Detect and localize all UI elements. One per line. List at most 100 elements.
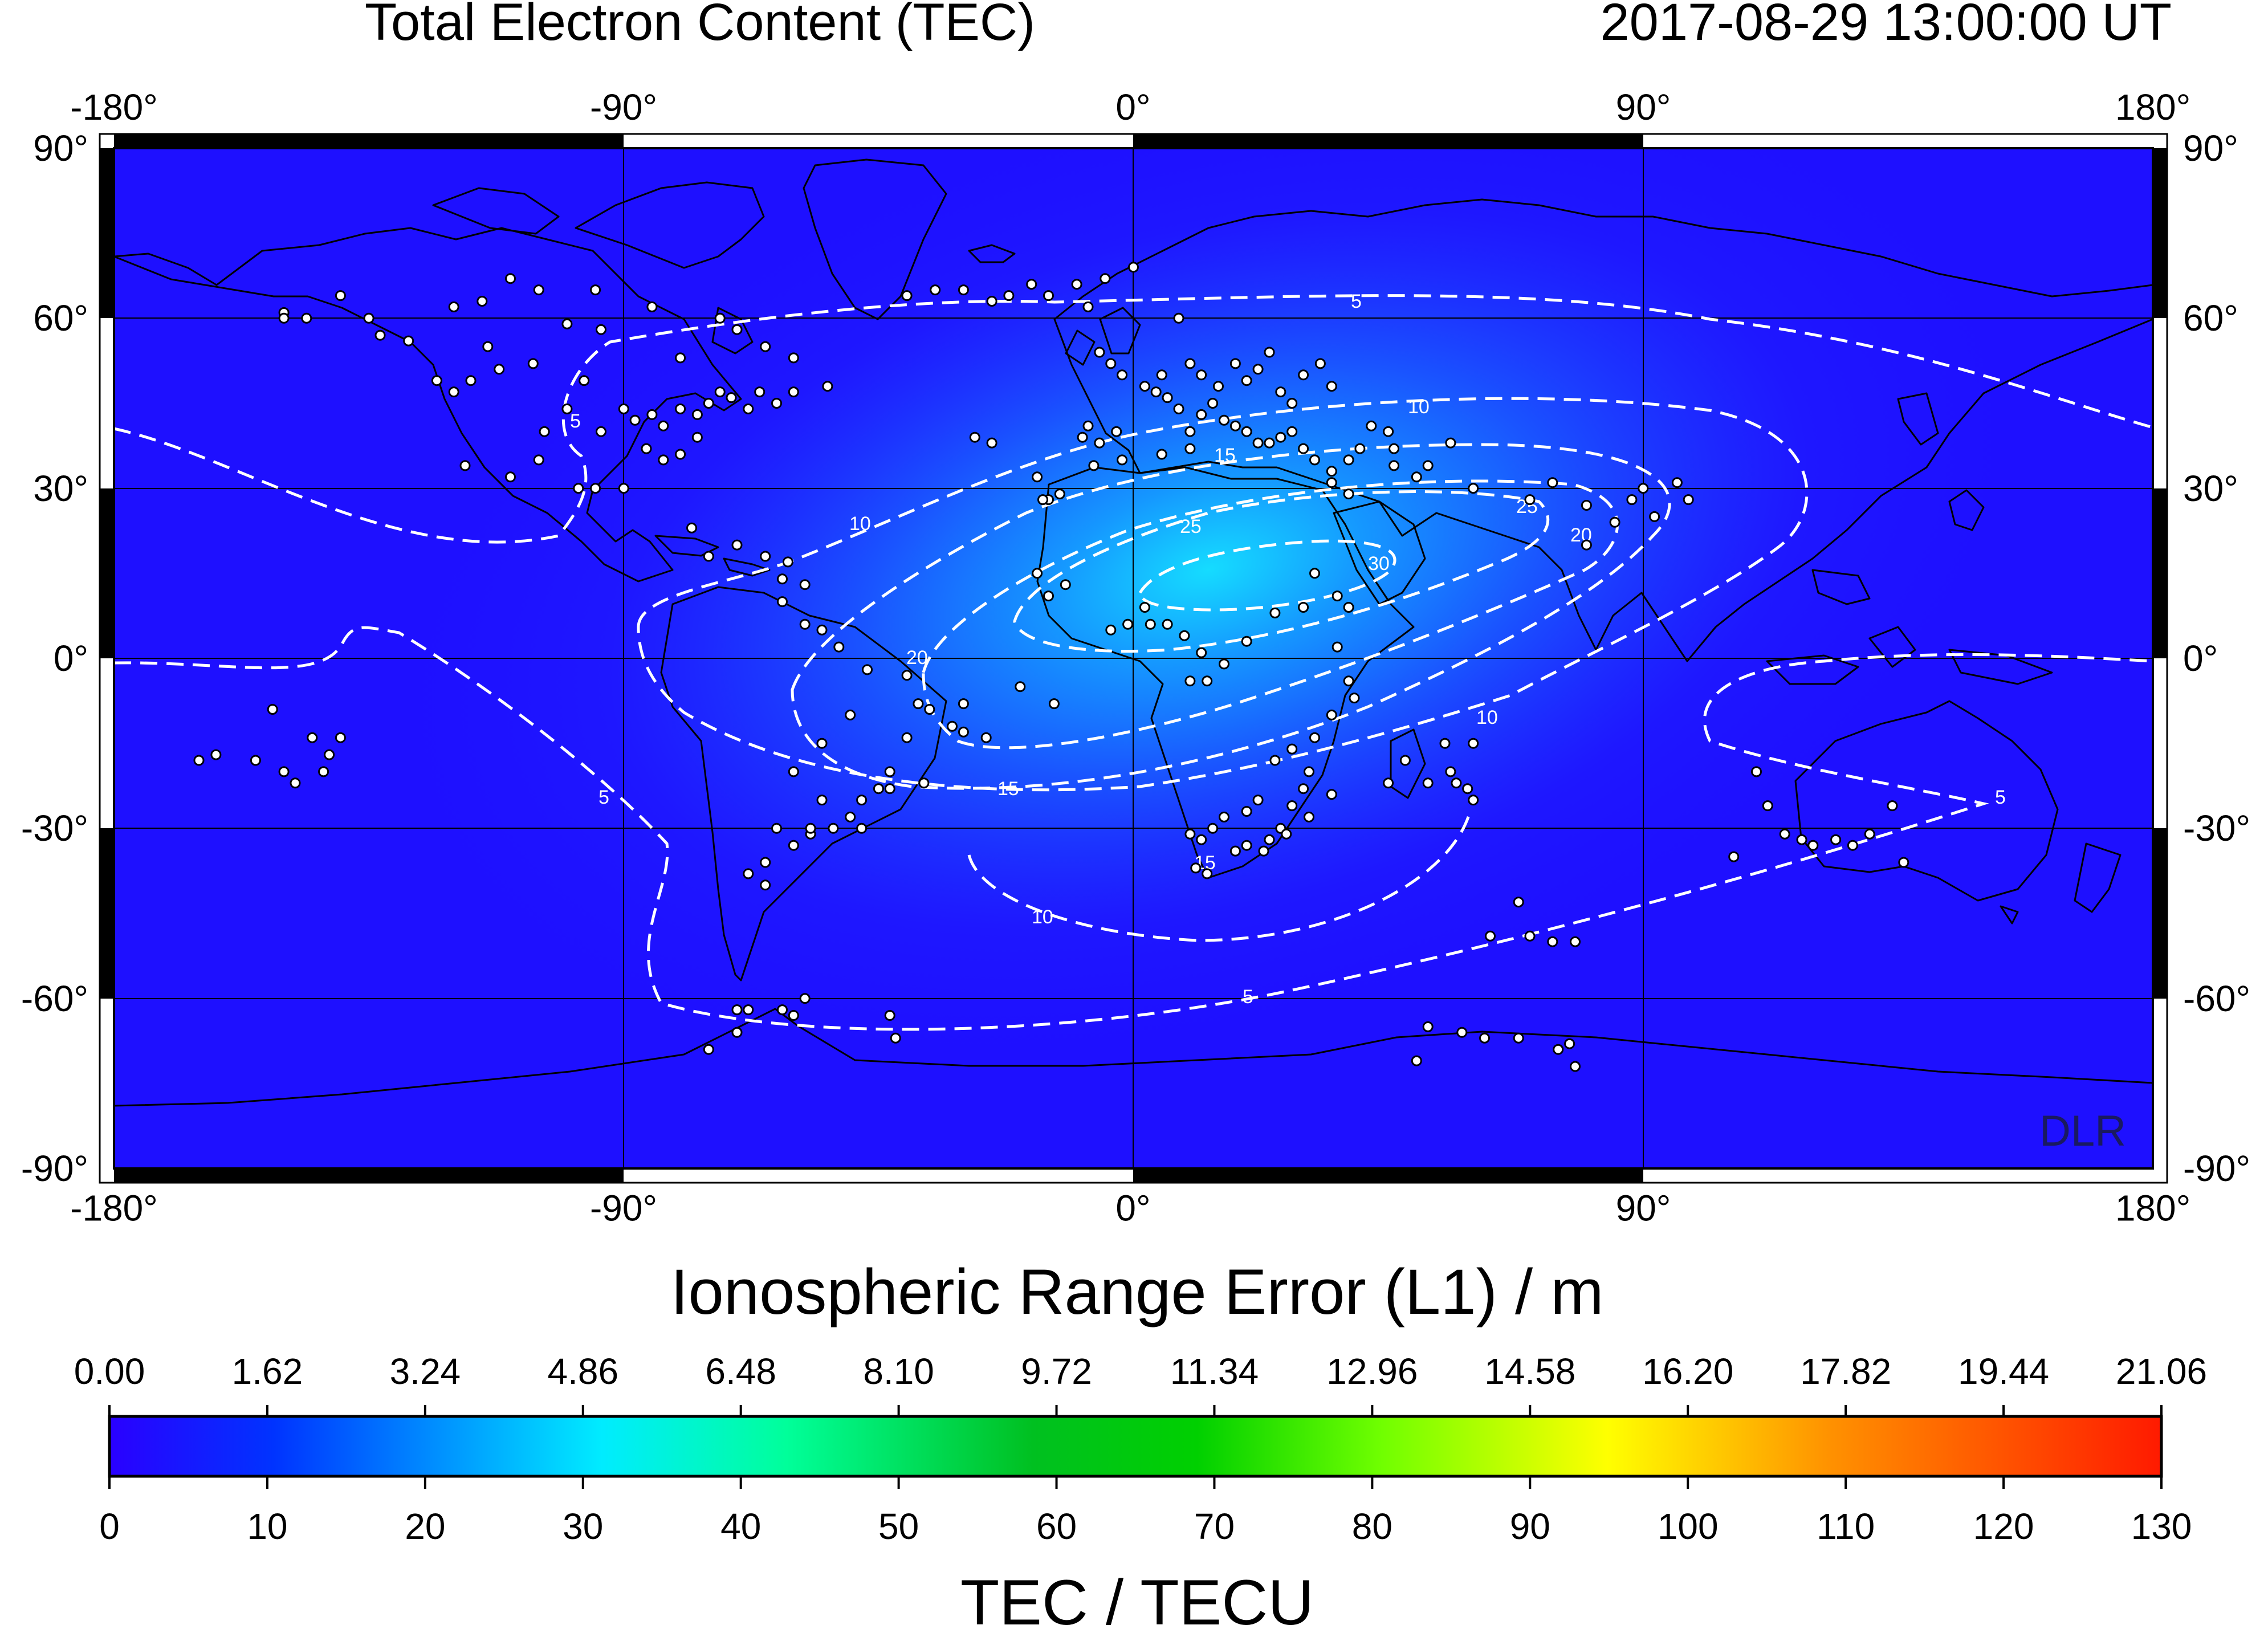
gnss-station xyxy=(318,766,329,777)
lat-tick: -90° xyxy=(21,1148,88,1189)
gnss-station xyxy=(1564,1038,1575,1049)
gnss-station xyxy=(482,341,494,352)
gnss-station xyxy=(1252,437,1264,449)
colorbar-tick-label: 70 xyxy=(1194,1506,1235,1547)
gnss-station xyxy=(1196,369,1207,381)
gnss-station xyxy=(403,335,414,347)
gnss-station xyxy=(1479,1032,1490,1044)
gnss-station xyxy=(714,386,726,398)
gnss-station xyxy=(374,329,386,341)
gnss-station xyxy=(691,431,703,443)
gnss-station xyxy=(1343,488,1354,500)
gnss-station xyxy=(731,1004,743,1016)
gnss-station xyxy=(1219,811,1229,822)
gnss-station xyxy=(1683,494,1694,506)
gnss-station xyxy=(1343,454,1354,466)
colorbar-tick-label: 100 xyxy=(1658,1506,1719,1547)
gnss-station xyxy=(1389,443,1400,454)
gnss-station xyxy=(901,670,913,681)
gnss-station xyxy=(1326,709,1337,720)
colorbar-tick-label: 0.00 xyxy=(74,1351,145,1392)
gnss-station xyxy=(1173,312,1184,324)
gnss-station xyxy=(1298,602,1309,613)
gnss-station xyxy=(1485,930,1496,942)
gnss-station xyxy=(1275,431,1286,443)
gnss-station xyxy=(1581,539,1592,551)
gnss-station xyxy=(1229,358,1241,369)
gnss-station xyxy=(1071,279,1082,290)
gnss-stations xyxy=(193,262,1909,1072)
gnss-station xyxy=(1264,834,1275,845)
gnss-station xyxy=(1445,437,1456,449)
gnss-station xyxy=(862,664,873,675)
lon-tick: 90° xyxy=(1616,1187,1671,1228)
gnss-station xyxy=(1309,568,1320,579)
gnss-station xyxy=(590,284,601,296)
gnss-station xyxy=(646,301,658,312)
gnss-station xyxy=(1354,443,1366,454)
gnss-station xyxy=(646,409,658,420)
gnss-station xyxy=(731,1027,743,1038)
gnss-station xyxy=(743,868,754,879)
contour-label: 10 xyxy=(1032,906,1053,928)
lat-tick: -30° xyxy=(21,808,88,849)
gnss-station xyxy=(1196,647,1207,658)
gnss-station xyxy=(816,795,828,806)
lat-axis-right: 90° 60° 30° 0° -30° -60° -90° xyxy=(2183,128,2250,1189)
gnss-station xyxy=(1003,290,1015,302)
contour-label: 5 xyxy=(598,787,609,808)
colorbar xyxy=(108,1415,2163,1478)
gnss-station xyxy=(1026,279,1037,290)
gnss-station xyxy=(788,386,799,398)
colorbar-tick-label: 3.24 xyxy=(390,1351,461,1392)
gnss-station xyxy=(1122,618,1134,630)
lat-tick: 60° xyxy=(33,298,88,339)
lat-tick: 0° xyxy=(2183,638,2218,679)
colorbar-tick-label: 21.06 xyxy=(2116,1351,2207,1392)
gnss-station xyxy=(431,375,442,386)
gnss-station xyxy=(210,749,222,760)
gnss-station xyxy=(1264,347,1275,358)
gnss-station xyxy=(822,381,833,392)
gnss-station xyxy=(1082,420,1094,431)
tec-label: TEC / TECU xyxy=(960,1567,1314,1629)
gnss-station xyxy=(250,755,261,766)
map-panel: 5 5 5 5 5 10 10 10 10 15 15 15 20 20 25 … xyxy=(113,147,2154,1170)
lon-tick: -90° xyxy=(590,87,657,128)
gnss-station xyxy=(1258,845,1269,857)
gnss-station xyxy=(335,290,346,302)
gnss-station xyxy=(805,822,816,834)
gnss-station xyxy=(777,573,788,585)
colorbar-tick-label: 1.62 xyxy=(232,1351,303,1392)
contour-5 xyxy=(113,294,2153,544)
gnss-station xyxy=(1241,426,1252,437)
gnss-station xyxy=(777,1004,788,1016)
gnss-station xyxy=(193,755,205,766)
gnss-station xyxy=(1807,840,1819,851)
gnss-station xyxy=(1332,641,1343,653)
gnss-station xyxy=(459,460,471,471)
gnss-station xyxy=(782,556,793,568)
gnss-station xyxy=(1054,488,1065,500)
gnss-station xyxy=(788,1010,799,1021)
gnss-station xyxy=(816,738,828,749)
gnss-station xyxy=(1456,1027,1468,1038)
gnss-station xyxy=(1762,800,1773,812)
gnss-station xyxy=(726,392,737,404)
lon-tick: 90° xyxy=(1616,87,1671,128)
gnss-station xyxy=(1037,494,1048,506)
gnss-station xyxy=(1326,789,1337,800)
gnss-station xyxy=(1422,1021,1434,1032)
gnss-station xyxy=(1229,845,1241,857)
gnss-station xyxy=(884,766,895,777)
contour-label: 10 xyxy=(849,513,871,535)
gnss-station xyxy=(579,375,590,386)
contour-10-south xyxy=(967,809,1472,942)
colorbar-tick-label: 120 xyxy=(1973,1506,2034,1547)
gnss-station xyxy=(1105,358,1117,369)
colorbar-tick-label: 6.48 xyxy=(705,1351,776,1392)
lat-tick: 30° xyxy=(2183,468,2238,509)
gnss-station xyxy=(1202,675,1213,687)
range-error-ticks: 0.00 1.62 3.24 4.86 6.48 8.10 9.72 11.34 12.96 14… xyxy=(74,1351,2207,1416)
gnss-station xyxy=(1389,460,1400,471)
